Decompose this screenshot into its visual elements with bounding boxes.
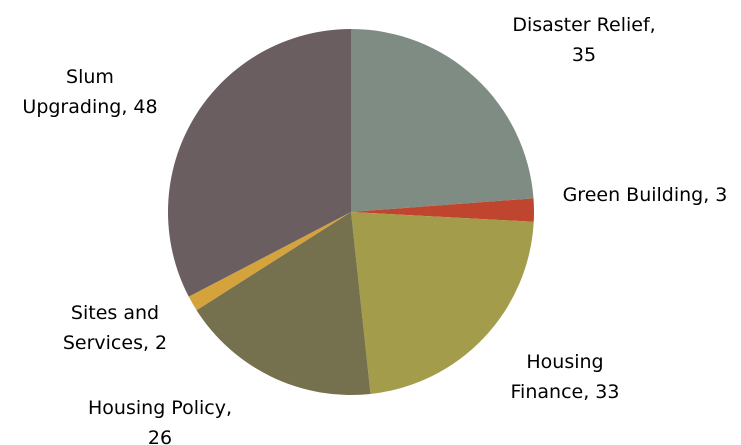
- data-label: Slum Upgrading, 48: [22, 66, 158, 118]
- data-label: Sites and Services, 2: [62, 302, 168, 354]
- data-label: Housing Finance, 33: [510, 351, 620, 403]
- data-label: Green Building, 3: [562, 184, 728, 206]
- pie-slice: [351, 198, 534, 222]
- data-label: Housing Policy, 26: [88, 397, 232, 445]
- pie-slice: [167, 29, 351, 297]
- pie-slice: [351, 29, 534, 212]
- pie-slice: [188, 212, 351, 311]
- pie-slice: [351, 212, 534, 394]
- data-label: Disaster Relief, 35: [512, 14, 656, 66]
- pie-slice: [196, 212, 371, 395]
